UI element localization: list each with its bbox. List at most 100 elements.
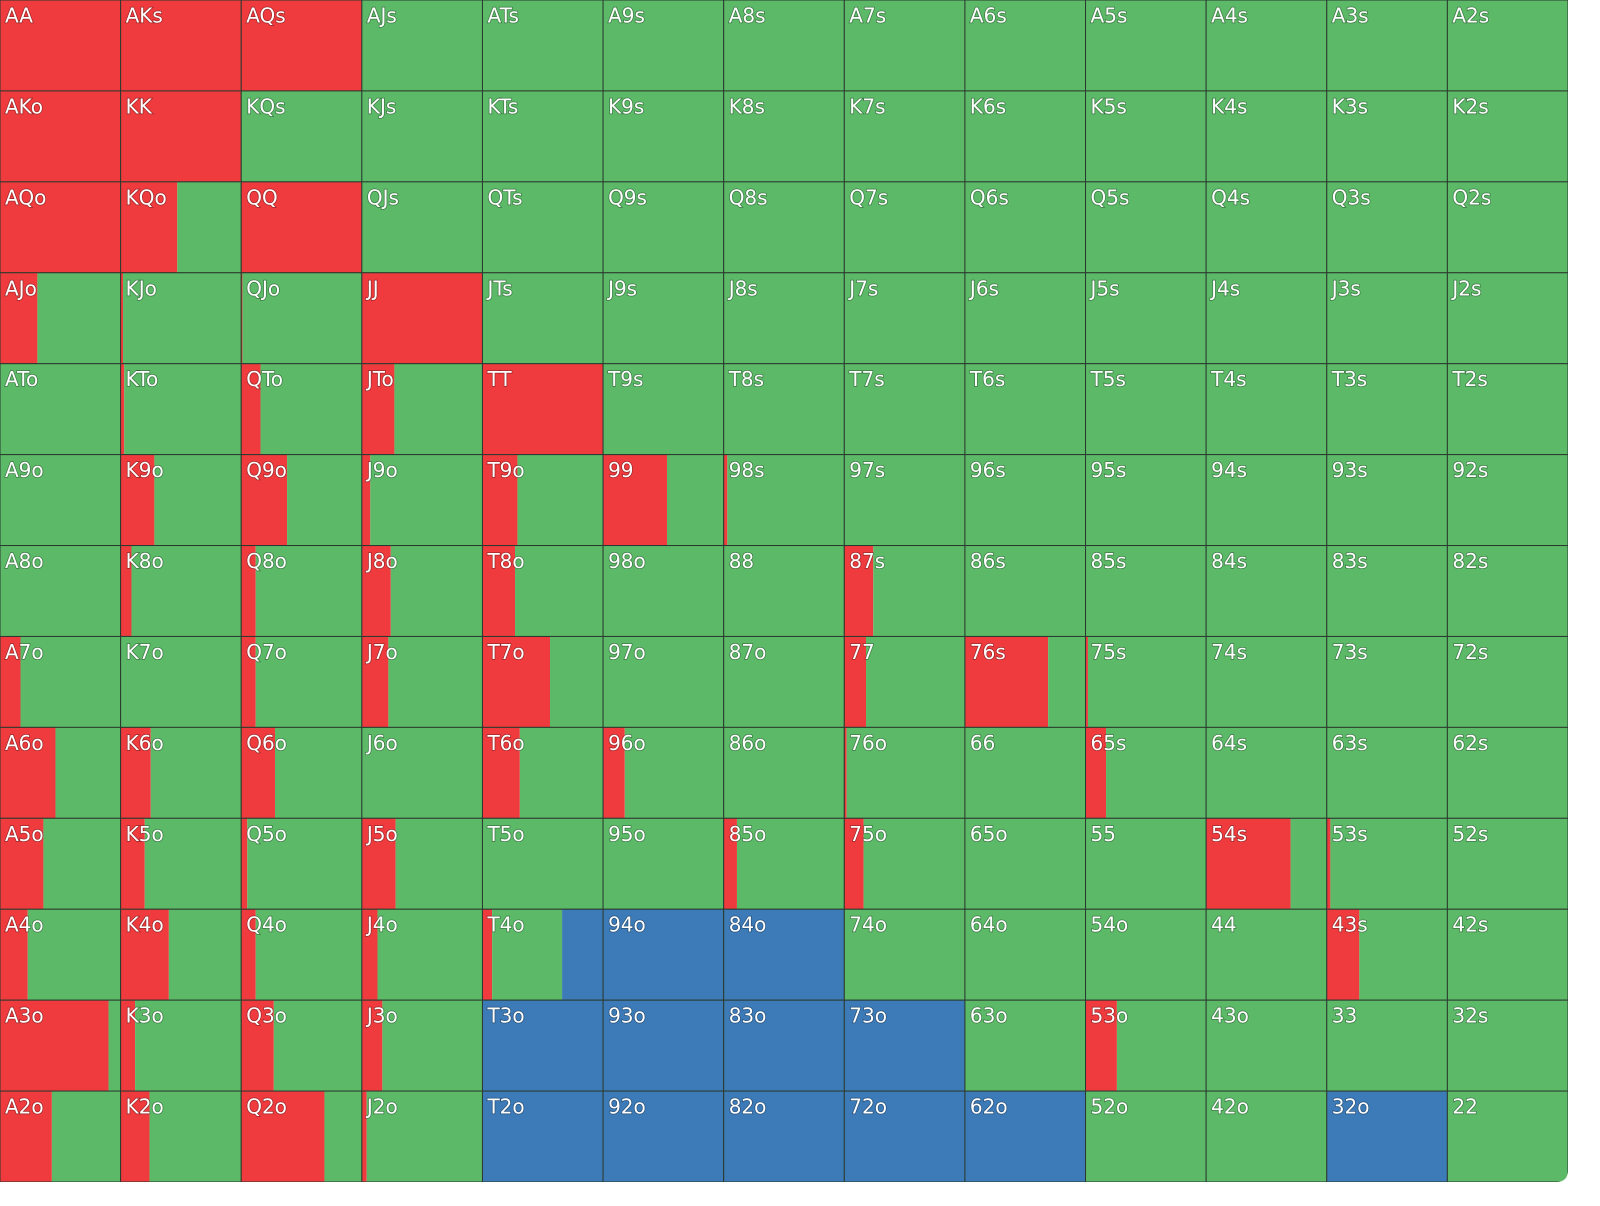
hand-cell[interactable]: 86o [723,726,845,819]
hand-cell[interactable]: 86s [964,545,1087,637]
hand-cell[interactable]: J6o [361,726,483,819]
hand-cell[interactable]: A2s [1446,0,1568,92]
hand-cell[interactable]: 88 [723,545,845,637]
hand-cell[interactable]: QQ [240,181,363,274]
hand-cell[interactable]: K6o [120,726,242,819]
hand-cell[interactable]: 42s [1446,908,1568,1001]
hand-cell[interactable]: 96s [964,454,1087,547]
hand-cell[interactable]: J7s [843,272,966,365]
hand-cell[interactable]: 93s [1326,454,1448,547]
hand-cell[interactable]: AKs [120,0,242,92]
hand-cell[interactable]: 73s [1326,635,1448,728]
hand-cell[interactable]: T3o [481,999,604,1092]
hand-cell[interactable]: 77 [843,635,966,728]
hand-cell[interactable]: 54s [1205,817,1328,910]
hand-cell[interactable]: A3s [1326,0,1448,92]
hand-cell[interactable]: T8o [481,545,604,637]
hand-cell[interactable]: 92s [1446,454,1568,547]
hand-cell[interactable]: A4s [1205,0,1328,92]
hand-cell[interactable]: Q9o [240,454,363,547]
hand-cell[interactable]: 62s [1446,726,1568,819]
hand-cell[interactable]: 94s [1205,454,1328,547]
hand-cell[interactable]: 53o [1085,999,1207,1092]
hand-cell[interactable]: 97s [843,454,966,547]
hand-cell[interactable]: J9s [602,272,725,365]
hand-cell[interactable]: QTo [240,363,363,456]
hand-cell[interactable]: A7o [0,635,122,728]
hand-cell[interactable]: 76s [964,635,1087,728]
hand-cell[interactable]: 98s [723,454,845,547]
hand-cell[interactable]: 32o [1326,1090,1448,1182]
hand-cell[interactable]: T8s [723,363,845,456]
hand-cell[interactable]: J4o [361,908,483,1001]
hand-cell[interactable]: K4o [120,908,242,1001]
hand-cell[interactable]: KQo [120,181,242,274]
hand-cell[interactable]: QJo [240,272,363,365]
hand-cell[interactable]: J5o [361,817,483,910]
hand-cell[interactable]: T9o [481,454,604,547]
hand-cell[interactable]: 64s [1205,726,1328,819]
hand-cell[interactable]: 75o [843,817,966,910]
hand-cell[interactable]: 94o [602,908,725,1001]
hand-cell[interactable]: 84o [723,908,845,1001]
hand-cell[interactable]: 98o [602,545,725,637]
hand-cell[interactable]: T5o [481,817,604,910]
hand-cell[interactable]: Q4s [1205,181,1328,274]
hand-cell[interactable]: Q7s [843,181,966,274]
hand-cell[interactable]: 82o [723,1090,845,1182]
hand-cell[interactable]: T7o [481,635,604,728]
hand-cell[interactable]: A9o [0,454,122,547]
hand-cell[interactable]: T4s [1205,363,1328,456]
hand-cell[interactable]: 32s [1446,999,1568,1092]
hand-cell[interactable]: 75s [1085,635,1207,728]
hand-cell[interactable]: T5s [1085,363,1207,456]
hand-cell[interactable]: A6s [964,0,1087,92]
hand-cell[interactable]: Q3o [240,999,363,1092]
hand-cell[interactable]: 44 [1205,908,1328,1001]
hand-cell[interactable]: K8s [723,90,845,183]
hand-cell[interactable]: TT [481,363,604,456]
hand-cell[interactable]: J6s [964,272,1087,365]
hand-cell[interactable]: 96o [602,726,725,819]
hand-cell[interactable]: KK [120,90,242,183]
hand-cell[interactable]: A5o [0,817,122,910]
hand-cell[interactable]: AQo [0,181,122,274]
hand-cell[interactable]: A6o [0,726,122,819]
hand-cell[interactable]: 83o [723,999,845,1092]
hand-cell[interactable]: K2s [1446,90,1568,183]
hand-cell[interactable]: 72o [843,1090,966,1182]
hand-cell[interactable]: K3o [120,999,242,1092]
hand-cell[interactable]: 64o [964,908,1087,1001]
hand-cell[interactable]: KJo [120,272,242,365]
hand-cell[interactable]: A3o [0,999,122,1092]
hand-cell[interactable]: Q2o [240,1090,363,1182]
hand-cell[interactable]: 95s [1085,454,1207,547]
hand-cell[interactable]: KTo [120,363,242,456]
hand-cell[interactable]: 52s [1446,817,1568,910]
hand-cell[interactable]: 63s [1326,726,1448,819]
hand-cell[interactable]: 82s [1446,545,1568,637]
hand-cell[interactable]: 74s [1205,635,1328,728]
hand-cell[interactable]: A5s [1085,0,1207,92]
hand-cell[interactable]: 52o [1085,1090,1207,1182]
hand-cell[interactable]: JTo [361,363,483,456]
hand-cell[interactable]: 55 [1085,817,1207,910]
hand-cell[interactable]: ATs [481,0,604,92]
hand-cell[interactable]: 84s [1205,545,1328,637]
hand-cell[interactable]: J2s [1446,272,1568,365]
hand-cell[interactable]: AA [0,0,122,92]
hand-cell[interactable]: J5s [1085,272,1207,365]
hand-cell[interactable]: 43s [1326,908,1448,1001]
hand-cell[interactable]: K4s [1205,90,1328,183]
hand-cell[interactable]: 43o [1205,999,1328,1092]
hand-cell[interactable]: T6s [964,363,1087,456]
hand-cell[interactable]: K6s [964,90,1087,183]
hand-cell[interactable]: JTs [481,272,604,365]
hand-cell[interactable]: T3s [1326,363,1448,456]
hand-cell[interactable]: QTs [481,181,604,274]
hand-cell[interactable]: JJ [361,272,483,365]
hand-cell[interactable]: 85s [1085,545,1207,637]
hand-cell[interactable]: Q7o [240,635,363,728]
hand-cell[interactable]: T4o [481,908,604,1001]
hand-cell[interactable]: KQs [240,90,363,183]
